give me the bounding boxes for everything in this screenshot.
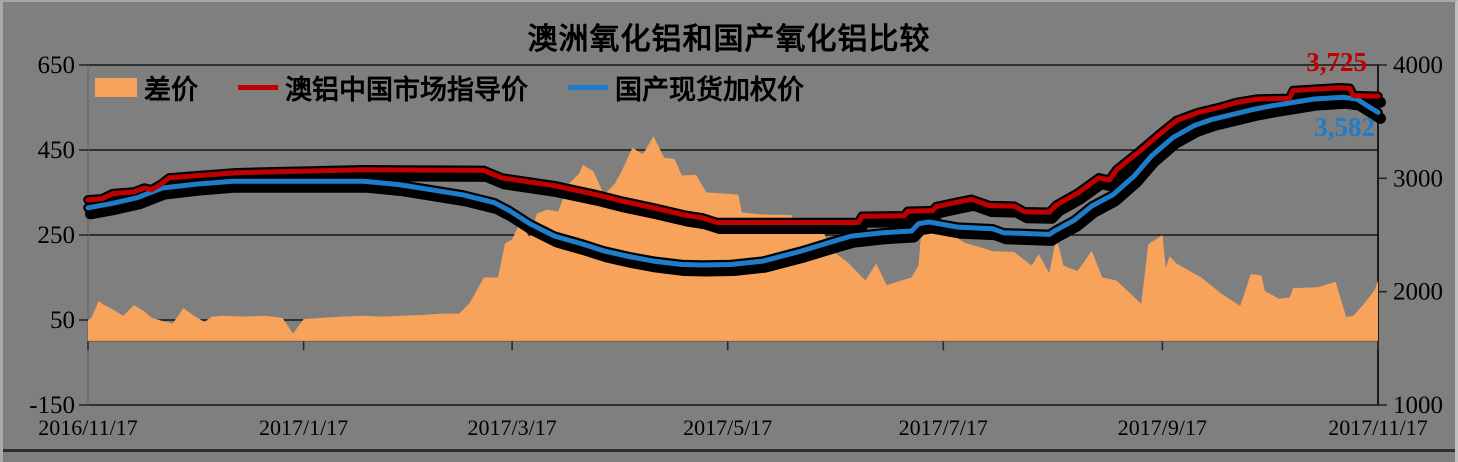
left-axis-tick-label: 50	[50, 307, 75, 334]
x-axis-tick-label: 2017/3/17	[467, 415, 556, 440]
red-line-swatch-icon	[238, 85, 278, 90]
chart-title: 澳洲氧化铝和国产氧化铝比较	[527, 23, 931, 56]
right-axis-tick-label: 4000	[1393, 52, 1443, 79]
left-axis-tick-label: 650	[38, 52, 76, 79]
left-axis-tick-label: -150	[29, 392, 75, 419]
blue-line-series	[85, 94, 1381, 268]
blue-series-end-value-label: 3,582	[1314, 112, 1375, 142]
left-axis-tick-label: 450	[38, 137, 76, 164]
red-series-end-value-label: 3,725	[1306, 47, 1367, 77]
legend-item-aus-price: 澳铝中国市场指导价	[238, 68, 528, 107]
legend-label-aus-price: 澳铝中国市场指导价	[285, 75, 528, 105]
blue-line-swatch-icon	[568, 85, 608, 90]
right-axis-tick-label: 2000	[1393, 279, 1443, 306]
x-axis-tick-label: 2017/9/17	[1118, 415, 1207, 440]
legend-item-spread: 差价	[95, 68, 198, 107]
legend-item-domestic-price: 国产现货加权价	[568, 68, 804, 107]
window-bottom-edge	[3, 449, 1455, 452]
right-axis-tick-label: 1000	[1393, 392, 1443, 419]
blue-line-shadow	[85, 97, 1386, 277]
spread-area-series	[88, 136, 1378, 342]
right-axis-tick-label: 3000	[1393, 165, 1443, 192]
legend-label-domestic-price: 国产现货加权价	[615, 75, 804, 105]
x-axis-tick-label: 2017/1/17	[259, 415, 348, 440]
x-axis-tick-label: 2017/11/17	[1328, 415, 1427, 440]
left-axis-tick-label: 250	[38, 222, 76, 249]
red-line-series	[85, 85, 1381, 225]
x-axis-tick-label: 2017/7/17	[899, 415, 988, 440]
legend: 差价 澳铝中国市场指导价 国产现货加权价	[95, 68, 804, 107]
legend-label-spread: 差价	[144, 75, 198, 105]
plot-area: 650 450 250 50 -150 4000 3000 2000 1000 2016/11/1…	[29, 52, 1443, 440]
area-swatch-icon	[95, 78, 137, 97]
x-axis-tick-label: 2017/5/17	[683, 415, 772, 440]
x-axis-tick-label: 2016/11/17	[38, 415, 137, 440]
